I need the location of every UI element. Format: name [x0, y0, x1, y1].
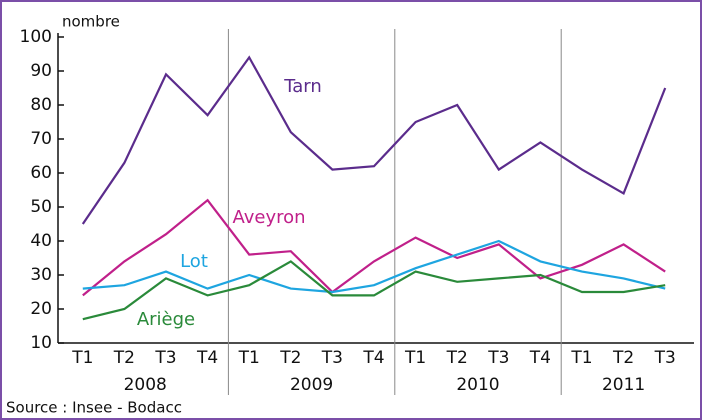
y-tick-label: 100 — [20, 27, 52, 47]
x-tick-label: T3 — [321, 348, 343, 368]
x-tick-label: T2 — [446, 348, 468, 368]
x-tick-label: T1 — [404, 348, 426, 368]
series-line — [82, 239, 666, 294]
series-line — [82, 260, 666, 321]
series-label: Tarn — [283, 76, 322, 97]
series-label: Lot — [180, 251, 208, 272]
x-tick-label: T3 — [154, 348, 176, 368]
y-tick-label: 50 — [30, 197, 52, 217]
year-label: 2011 — [602, 375, 645, 395]
year-label: 2008 — [124, 375, 167, 395]
y-tick-label: 70 — [30, 129, 52, 149]
x-tick-label: T1 — [71, 348, 93, 368]
x-tick-label: T2 — [113, 348, 135, 368]
series-label: Aveyron — [232, 207, 305, 228]
x-tick-label: T1 — [570, 348, 592, 368]
year-label: 2009 — [290, 375, 333, 395]
x-tick-label: T4 — [362, 348, 384, 368]
x-tick-label: T4 — [529, 348, 551, 368]
y-tick-label: 90 — [30, 61, 52, 81]
x-tick-label: T4 — [196, 348, 218, 368]
x-tick-label: T3 — [487, 348, 509, 368]
y-axis-label: nombre — [62, 13, 120, 31]
y-tick-label: 10 — [30, 333, 52, 353]
source: Source : Insee - Bodacc — [6, 399, 182, 417]
series-line — [81, 55, 667, 225]
y-tick-label: 60 — [30, 163, 52, 183]
x-tick-label: T3 — [654, 348, 676, 368]
x-tick-label: T2 — [612, 348, 634, 368]
series-label: Ariège — [137, 309, 195, 330]
series-line — [82, 198, 666, 297]
x-tick-label: T1 — [238, 348, 260, 368]
y-tick-label: 80 — [30, 95, 52, 115]
y-tick-label: 30 — [30, 265, 52, 285]
y-tick-label: 40 — [30, 231, 52, 251]
x-tick-label: T2 — [279, 348, 301, 368]
year-label: 2010 — [456, 375, 499, 395]
y-tick-label: 20 — [30, 299, 52, 319]
